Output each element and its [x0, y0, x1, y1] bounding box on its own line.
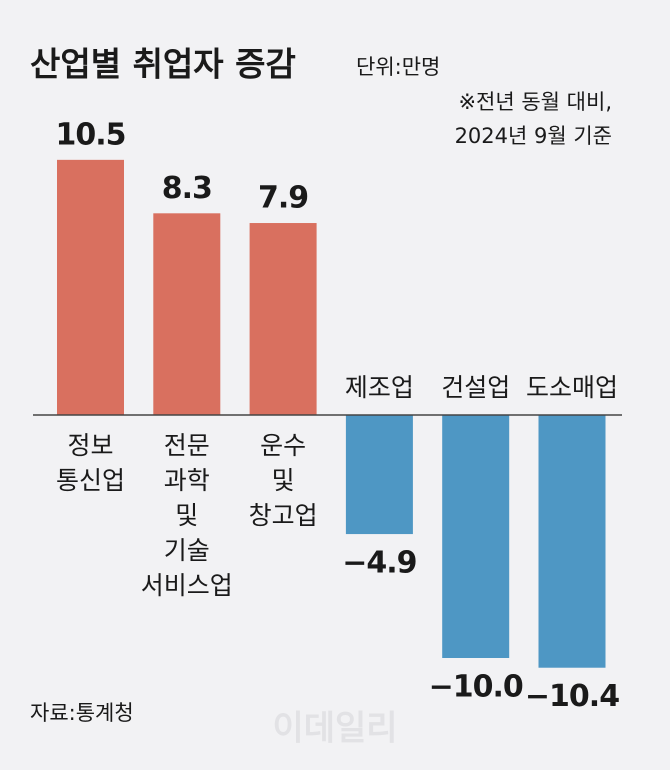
bar — [538, 415, 606, 668]
value-label: −4.9 — [342, 546, 416, 581]
bar — [442, 415, 510, 658]
note: ※전년 동월 대비, — [458, 90, 612, 114]
unit: 단위:만명 — [356, 55, 440, 79]
value-label: 7.9 — [258, 181, 308, 216]
category-label: 창고업 — [249, 501, 318, 530]
category-label: 기술 — [164, 536, 210, 565]
category-label: 건설업 — [441, 373, 510, 402]
watermark: 이데일리 — [272, 709, 397, 749]
category-label: 통신업 — [56, 466, 125, 495]
value-label: 10.5 — [55, 117, 125, 152]
category-label: 정보 — [67, 431, 113, 460]
bar — [345, 415, 413, 535]
category-label: 도소매업 — [526, 373, 618, 402]
category-label: 운수 — [260, 431, 306, 460]
value-label: −10.0 — [429, 670, 523, 705]
source: 자료:통계청 — [30, 701, 134, 725]
bar — [153, 213, 221, 415]
category-label: 제조업 — [345, 373, 414, 402]
category-label: 및 — [272, 466, 295, 495]
chart-title: 산업별 취업자 증감 — [30, 45, 296, 84]
category-label: 과학 — [164, 466, 210, 495]
value-label: −10.4 — [525, 679, 619, 714]
category-label: 및 — [175, 501, 198, 530]
bar — [57, 159, 124, 415]
category-label: 서비스업 — [141, 571, 233, 600]
bar — [249, 223, 317, 415]
note: 2024년 9월 기준 — [455, 124, 612, 148]
value-label: 8.3 — [162, 171, 212, 206]
category-label: 전문 — [164, 431, 210, 460]
